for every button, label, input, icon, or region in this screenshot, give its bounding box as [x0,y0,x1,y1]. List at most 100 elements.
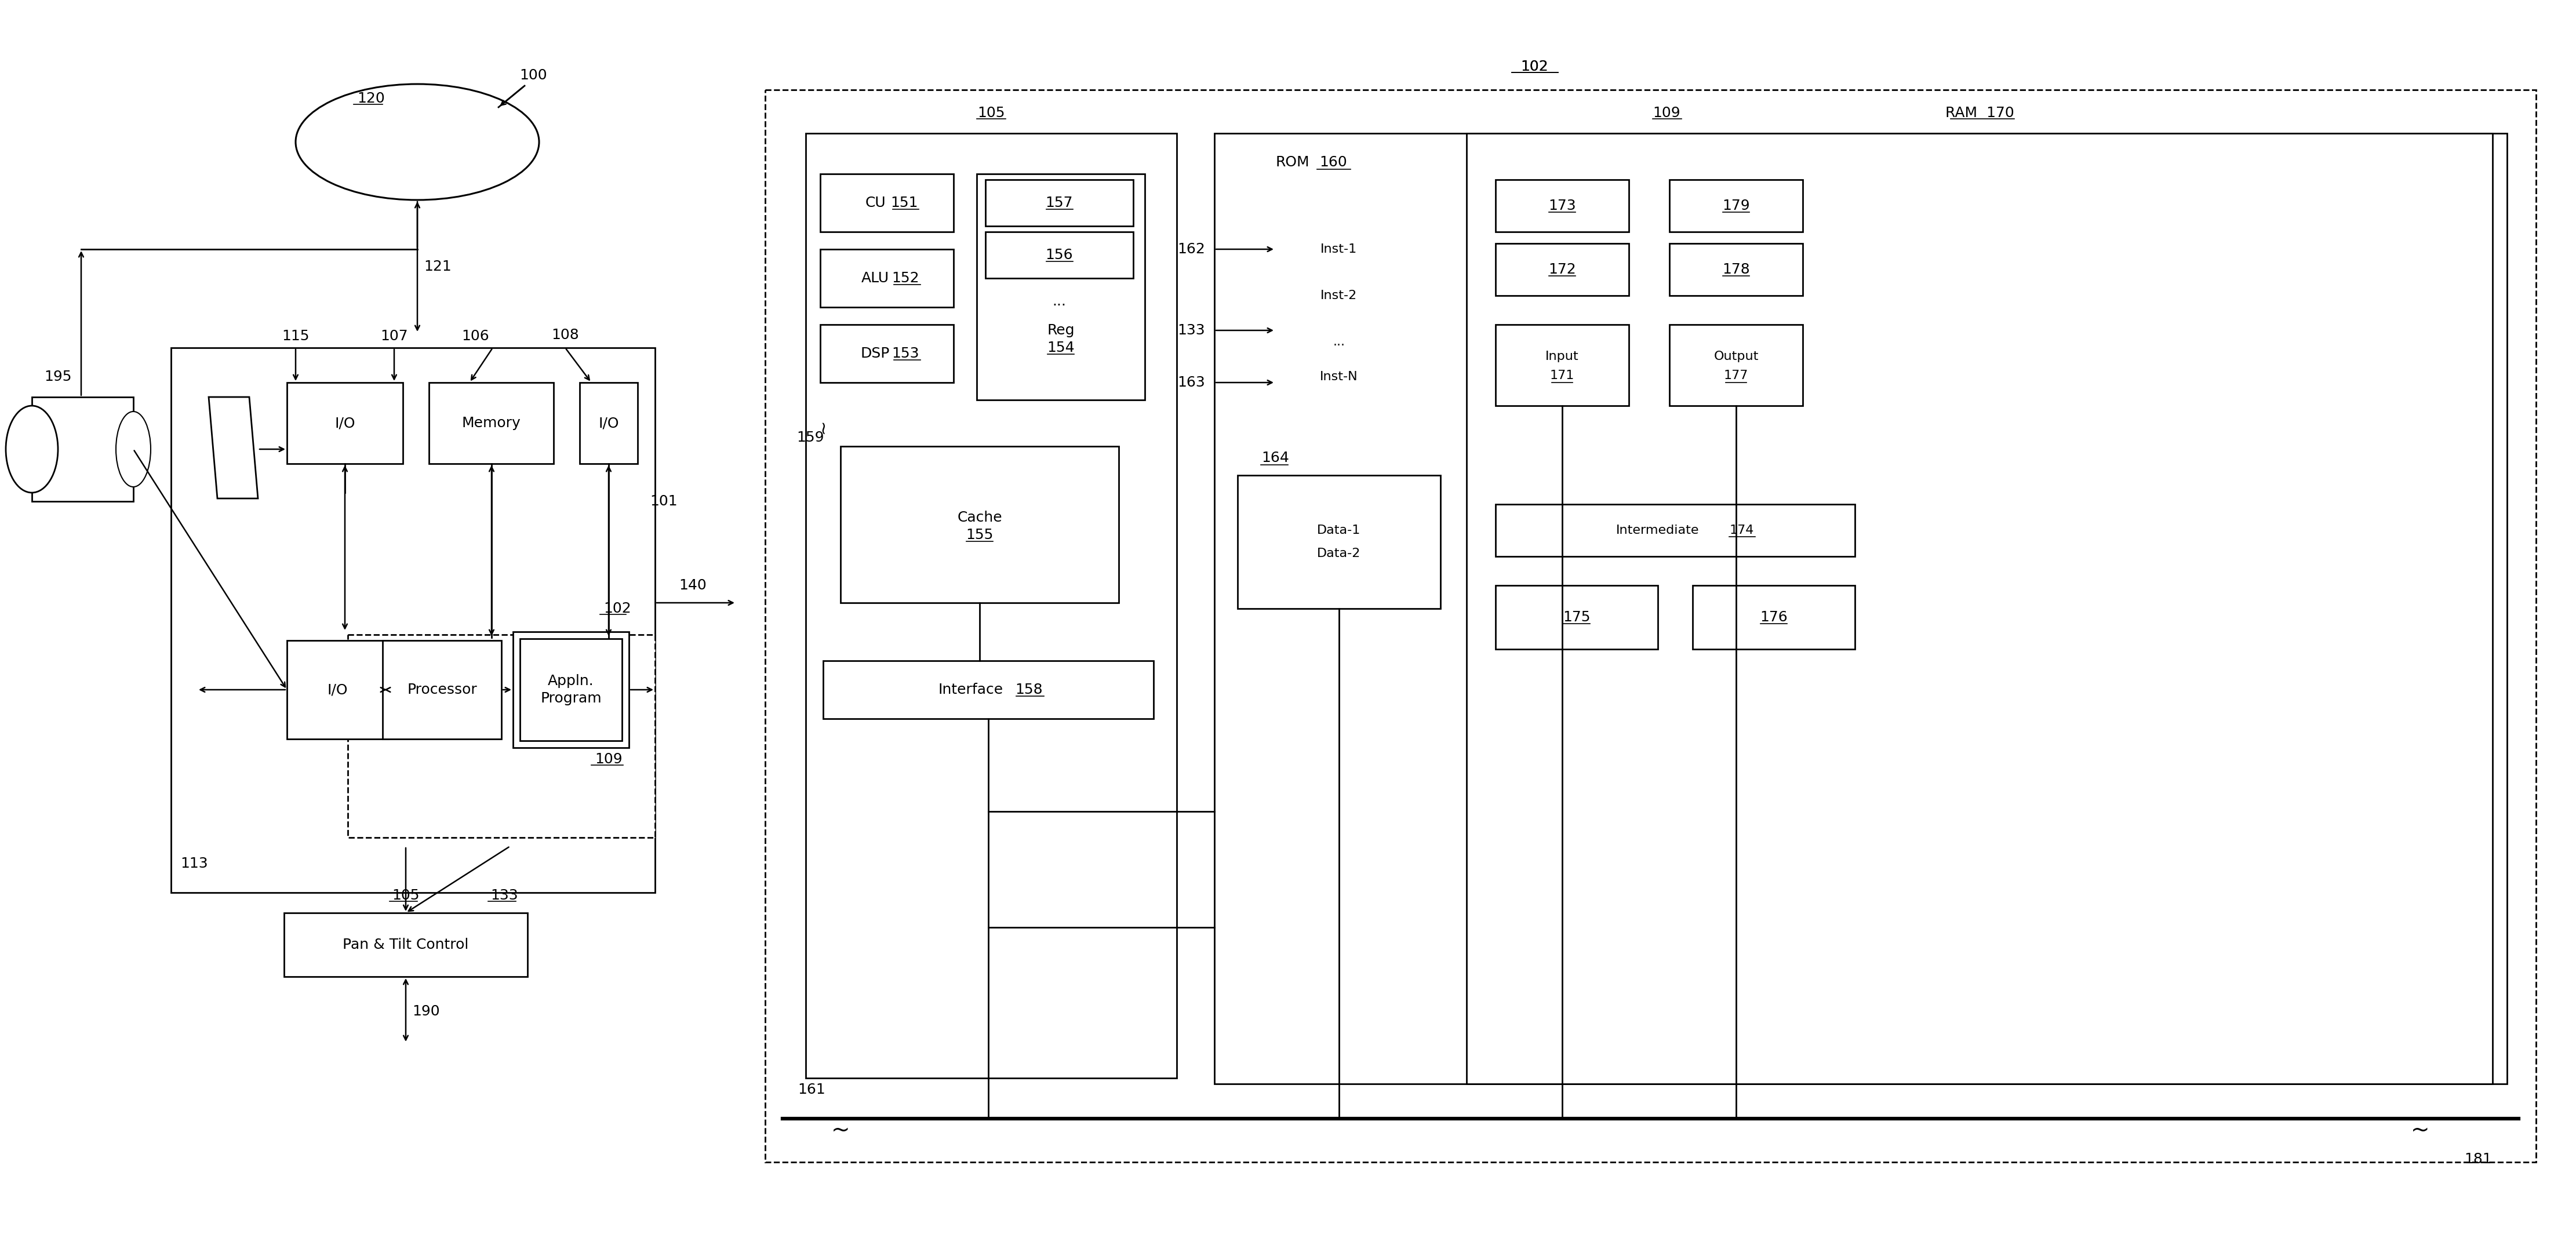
Text: RAM  170: RAM 170 [1945,106,2014,121]
Text: Data-2: Data-2 [1316,548,1360,559]
Text: 106: 106 [461,329,489,343]
Text: 156: 156 [1046,249,1074,263]
Bar [513,632,629,747]
Text: 173: 173 [1548,198,1577,212]
Text: ROM: ROM [1275,156,1309,170]
Text: 154: 154 [1046,340,1074,354]
Text: Program: Program [541,692,603,706]
Bar [987,180,1133,226]
Text: 102: 102 [603,602,631,615]
Text: Inst-1: Inst-1 [1321,244,1358,255]
Text: 171: 171 [1551,369,1574,382]
Text: Appln.: Appln. [549,674,595,688]
Ellipse shape [5,406,59,492]
Bar [31,397,134,501]
Text: I/O: I/O [598,416,618,430]
Text: ...: ... [1054,294,1066,309]
Text: 133: 133 [489,888,518,903]
Text: Input: Input [1546,350,1579,362]
Text: 195: 195 [44,369,72,383]
Text: Memory: Memory [461,416,520,430]
Text: 151: 151 [891,196,917,210]
Text: 174: 174 [1728,525,1754,536]
Bar [806,133,1177,1078]
Bar [1669,180,1803,232]
Text: 164: 164 [1262,451,1288,465]
Ellipse shape [116,412,152,487]
Bar [384,641,502,739]
Bar [580,383,639,463]
Text: 161: 161 [799,1083,824,1096]
Text: 109: 109 [1654,106,1680,121]
Bar [1497,504,1855,556]
Text: 121: 121 [425,260,451,274]
Text: 100: 100 [520,68,546,83]
Text: 158: 158 [1015,683,1043,697]
Text: Cache: Cache [958,511,1002,525]
Bar [819,249,953,308]
Text: 175: 175 [1564,610,1589,624]
Bar [286,383,402,463]
Bar [976,173,1144,399]
Text: 152: 152 [891,271,920,285]
Bar [765,90,2535,1162]
Text: 133: 133 [1177,323,1206,338]
Bar [430,383,554,463]
Text: 178: 178 [1723,263,1749,276]
Bar [824,661,1154,718]
Bar [819,173,953,232]
Text: 109: 109 [595,752,623,766]
Text: I/O: I/O [335,416,355,430]
Text: 162: 162 [1177,242,1206,256]
Text: 177: 177 [1723,369,1749,382]
Bar [1466,133,2494,1084]
Text: ~: ~ [832,1119,850,1142]
Text: Interface: Interface [938,683,1005,697]
Text: 160: 160 [1319,156,1347,170]
Text: ALU: ALU [860,271,889,285]
Text: Data-1: Data-1 [1316,525,1360,536]
Bar [1669,324,1803,406]
Bar [1497,244,1628,295]
Ellipse shape [296,84,538,200]
Bar [520,639,621,741]
Polygon shape [209,397,258,499]
Text: ...: ... [1332,337,1345,348]
Text: 163: 163 [1177,376,1206,389]
Text: ~: ~ [814,418,832,433]
Text: 113: 113 [180,857,209,870]
Text: 176: 176 [1759,610,1788,624]
Text: 157: 157 [1046,196,1074,210]
Bar [170,348,654,893]
Text: 101: 101 [649,495,677,509]
Text: Pan & Tilt Control: Pan & Tilt Control [343,938,469,952]
Text: ~: ~ [2411,1119,2429,1142]
Text: 120: 120 [358,92,384,106]
Bar [1236,475,1440,609]
Text: 108: 108 [551,328,580,342]
Text: Processor: Processor [407,683,477,697]
Text: 159: 159 [796,431,824,445]
Text: 172: 172 [1548,263,1577,276]
Text: Reg: Reg [1046,323,1074,338]
Bar [286,641,389,739]
Bar [1692,585,1855,649]
Text: CU: CU [866,196,886,210]
Text: 179: 179 [1723,198,1749,212]
Text: I/O: I/O [327,683,348,697]
Text: 105: 105 [392,888,420,903]
Text: 115: 115 [281,329,309,343]
Text: 102: 102 [1520,60,1548,74]
Bar [1213,133,2506,1084]
Text: 107: 107 [381,329,407,343]
Text: 102: 102 [1520,60,1548,74]
Bar [840,446,1118,603]
Bar [1497,585,1659,649]
Bar [1669,244,1803,295]
Text: 105: 105 [976,106,1005,121]
Text: DSP: DSP [860,347,889,360]
Bar [1497,324,1628,406]
Text: 153: 153 [891,347,920,360]
Text: Intermediate: Intermediate [1615,525,1700,536]
Text: Inst-N: Inst-N [1319,371,1358,383]
